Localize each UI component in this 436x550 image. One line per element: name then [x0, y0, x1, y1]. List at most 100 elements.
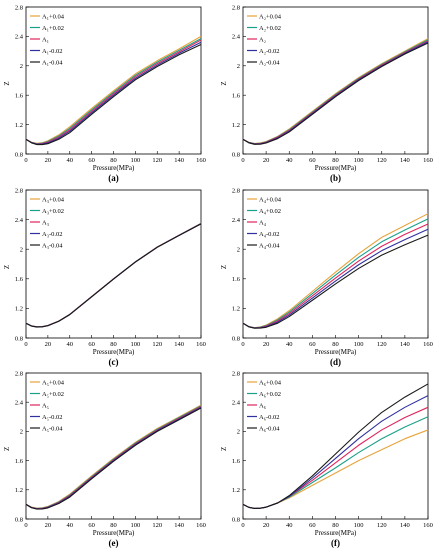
x-tick-label: 140 — [174, 341, 184, 348]
x-tick-label: 0 — [24, 522, 27, 529]
y-tick-label: 1.2 — [232, 306, 240, 313]
x-axis-label: Pressure(MPa) — [93, 529, 135, 537]
x-tick-label: 60 — [309, 341, 316, 348]
y-tick-label: 1.6 — [15, 458, 24, 465]
panel-label: (b) — [330, 173, 341, 183]
legend-label: A₃-0.04 — [42, 242, 63, 249]
x-tick-label: 140 — [400, 341, 410, 348]
y-tick-label: 2.4 — [232, 34, 241, 41]
legend-label: A₂-0.04 — [259, 59, 280, 66]
x-tick-label: 80 — [110, 157, 117, 164]
series-line-4 — [242, 383, 429, 509]
legend-label: A₆+0.02 — [259, 391, 281, 398]
x-axis-label: Pressure(MPa) — [93, 164, 135, 172]
y-tick-label: 0.8 — [15, 516, 23, 523]
legend-label: A₆+0.04 — [259, 379, 282, 386]
y-tick-label: 1.2 — [232, 487, 240, 494]
legend: A₄+0.04 A₄+0.02 A₄ A₄-0.02 A₄-0.04 — [247, 196, 282, 249]
y-tick-label: 2.8 — [15, 187, 23, 194]
y-tick-label: 0.8 — [232, 151, 240, 158]
x-tick-label: 60 — [309, 522, 316, 529]
series-line-4 — [25, 43, 202, 146]
x-tick-label: 40 — [286, 157, 293, 164]
x-tick-label: 80 — [332, 157, 339, 164]
x-tick-label: 40 — [67, 341, 74, 348]
series-line-3 — [242, 395, 429, 509]
panel-label: (d) — [330, 357, 341, 367]
series-line-2 — [242, 223, 429, 329]
y-tick-label: 2.8 — [15, 4, 23, 11]
x-tick-label: 160 — [196, 157, 206, 164]
y-tick-label: 1.2 — [15, 306, 23, 313]
y-tick-label: 0.8 — [15, 151, 23, 158]
x-tick-label: 120 — [152, 341, 162, 348]
y-axis-label: Z — [3, 265, 11, 269]
series-line-0 — [242, 429, 429, 509]
legend-label: A₃+0.04 — [42, 196, 65, 203]
x-tick-label: 160 — [423, 341, 433, 348]
legend-label: A₄-0.02 — [259, 231, 280, 238]
panel-label: (a) — [108, 173, 119, 183]
x-tick-label: 20 — [45, 341, 52, 348]
legend: A₆+0.04 A₆+0.02 A₆ A₆-0.02 A₆-0.04 — [247, 379, 282, 432]
y-tick-label: 2.8 — [232, 370, 240, 377]
x-tick-label: 20 — [45, 522, 52, 529]
x-tick-label: 0 — [24, 341, 27, 348]
legend-label: A₄ — [259, 219, 267, 226]
y-tick-label: 2 — [20, 247, 23, 254]
series-line-1 — [25, 222, 202, 328]
series-line-3 — [242, 41, 429, 145]
legend-label: A₃-0.02 — [42, 231, 63, 238]
x-tick-label: 100 — [131, 157, 141, 164]
x-tick-label: 20 — [263, 157, 270, 164]
legend-label: A₆ — [259, 402, 266, 409]
x-tick-label: 140 — [174, 522, 184, 529]
y-tick-label: 2.4 — [15, 217, 24, 224]
y-axis-label: Z — [3, 81, 11, 85]
chart-panel-3: 0 20 40 60 80 100 120 140 160 0.8 1.2 1.6 2 2.4 2.8 Pre… — [220, 187, 433, 367]
x-tick-label: 120 — [152, 522, 162, 529]
series-line-2 — [25, 223, 202, 328]
legend-label: A₁+0.04 — [42, 13, 65, 20]
y-tick-label: 2.4 — [15, 400, 24, 407]
x-tick-label: 100 — [131, 341, 141, 348]
legend-label: A₅+0.02 — [42, 391, 64, 398]
legend-label: A₅-0.02 — [42, 414, 63, 421]
chart-panel-4: 0 20 40 60 80 100 120 140 160 0.8 1.2 1.6 2 2.4 2.8 Pre… — [3, 370, 206, 548]
x-tick-label: 0 — [24, 157, 27, 164]
x-tick-label: 0 — [241, 522, 244, 529]
x-tick-label: 140 — [174, 157, 184, 164]
x-tick-label: 120 — [152, 157, 162, 164]
x-tick-label: 160 — [196, 522, 206, 529]
x-tick-label: 120 — [377, 157, 387, 164]
x-tick-label: 40 — [67, 522, 74, 529]
x-tick-label: 100 — [131, 522, 141, 529]
y-tick-label: 2.4 — [232, 217, 241, 224]
legend: A₁+0.04 A₁+0.02 A₁ A₁-0.02 A₁-0.04 — [30, 13, 65, 66]
y-tick-label: 0.8 — [15, 335, 23, 342]
legend-label: A₂ — [259, 36, 266, 43]
panel-label: (e) — [109, 538, 119, 548]
legend-label: A₁-0.04 — [42, 59, 63, 66]
series-line-0 — [25, 222, 202, 328]
x-tick-label: 20 — [263, 341, 270, 348]
x-tick-label: 20 — [45, 157, 52, 164]
x-tick-label: 120 — [377, 522, 387, 529]
legend-label: A₅ — [42, 402, 49, 409]
series-line-3 — [25, 223, 202, 328]
x-axis-label: Pressure(MPa) — [315, 529, 357, 537]
panel-label: (f) — [331, 538, 340, 548]
legend-label: A₆-0.04 — [259, 425, 280, 432]
series-line-4 — [25, 223, 202, 328]
x-tick-label: 100 — [354, 522, 364, 529]
legend-label: A₁-0.02 — [42, 48, 63, 55]
x-axis-label: Pressure(MPa) — [93, 348, 135, 356]
x-tick-label: 60 — [88, 522, 95, 529]
chart-panel-5: 0 20 40 60 80 100 120 140 160 0.8 1.2 1.6 2 2.4 2.8 Pre… — [220, 370, 433, 548]
y-tick-label: 1.2 — [15, 487, 23, 494]
x-tick-label: 60 — [309, 157, 316, 164]
legend-label: A₂+0.04 — [259, 13, 282, 20]
x-tick-label: 40 — [67, 157, 74, 164]
chart-panel-0: 0 20 40 60 80 100 120 140 160 0.8 1.2 1.6 2 2.4 2.8 Pre… — [3, 4, 206, 183]
y-axis-label: Z — [220, 447, 228, 451]
